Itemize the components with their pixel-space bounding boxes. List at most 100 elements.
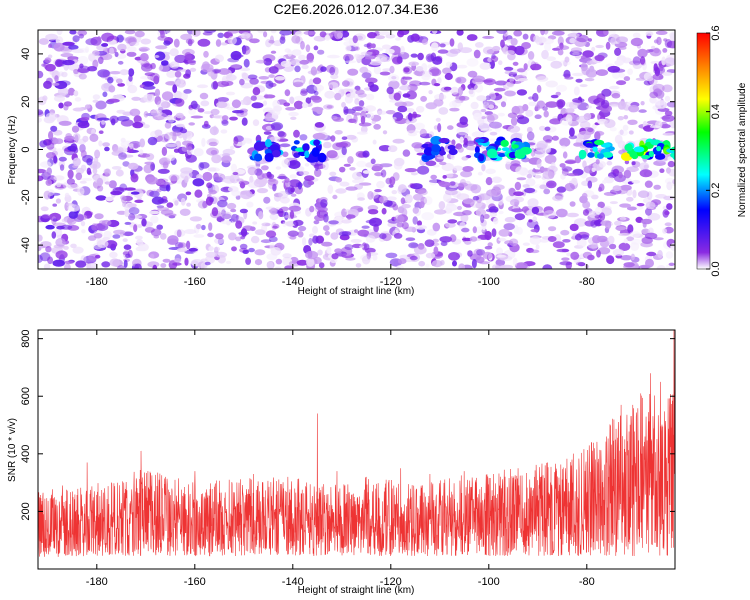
heatmap-cell — [484, 230, 492, 241]
heatmap-cell — [653, 63, 658, 72]
heatmap-cell — [166, 70, 177, 78]
heatmap-cell — [385, 252, 398, 259]
heatmap-cell — [182, 131, 188, 141]
heatmap-cell — [465, 140, 476, 146]
heatmap-cell — [393, 162, 403, 170]
heatmap-cell — [135, 235, 143, 240]
heatmap-cell — [142, 85, 156, 90]
heatmap-cell — [42, 95, 48, 101]
heatmap-cell — [38, 70, 44, 79]
heatmap-cell — [181, 91, 188, 101]
heatmap-cell — [174, 54, 188, 64]
heatmap-cell — [351, 171, 363, 180]
heatmap-cell — [598, 183, 605, 192]
heatmap-cell — [159, 30, 164, 35]
heatmap-cell — [457, 146, 464, 153]
heatmap-cell — [489, 93, 495, 98]
heatmap-cell — [290, 116, 297, 121]
heatmap-signal-cell — [302, 143, 310, 152]
heatmap-cell — [322, 161, 329, 171]
heatmap-cell — [101, 219, 112, 226]
heatmap-cell — [160, 101, 171, 109]
heatmap-cell — [212, 68, 222, 73]
heatmap-cell — [93, 156, 99, 165]
heatmap-cell — [220, 42, 228, 46]
heatmap-cell — [653, 184, 661, 190]
heatmap-cell — [47, 256, 54, 265]
heatmap-cell — [287, 58, 300, 63]
heatmap-cell — [79, 116, 90, 122]
heatmap-cell — [369, 217, 382, 227]
heatmap-cell — [297, 181, 302, 190]
heatmap-cell — [644, 180, 653, 188]
heatmap-cell — [52, 203, 57, 207]
heatmap-cell — [449, 38, 455, 47]
heatmap-cell — [623, 262, 635, 268]
heatmap-cell — [417, 189, 428, 196]
heatmap-cell — [67, 87, 76, 96]
heatmap-cell — [326, 105, 333, 109]
heatmap-cell — [235, 236, 242, 242]
heatmap-cell — [40, 161, 52, 168]
heatmap-cell — [256, 172, 265, 180]
heatmap-cell — [402, 76, 413, 80]
heatmap-cell — [239, 243, 248, 250]
heatmap-signal-cell — [253, 141, 265, 151]
heatmap-cell — [425, 102, 438, 110]
heatmap-cell — [107, 76, 114, 84]
heatmap-cell — [71, 125, 80, 133]
heatmap-cell — [238, 180, 250, 186]
heatmap-cell — [308, 237, 313, 246]
heatmap-cell — [129, 143, 134, 150]
heatmap-cell — [527, 198, 539, 208]
heatmap-cell — [493, 87, 506, 92]
heatmap-cell — [504, 240, 514, 245]
heatmap-cell — [216, 81, 230, 88]
heatmap-cell — [263, 94, 276, 99]
heatmap-cell — [309, 78, 314, 87]
heatmap-cell — [440, 259, 445, 266]
heatmap-cell — [365, 93, 375, 101]
heatmap-cell — [512, 61, 519, 66]
heatmap-cell — [139, 149, 144, 156]
heatmap-signal-cell — [293, 140, 300, 145]
heatmap-cell — [595, 69, 609, 76]
heatmap-cell — [72, 107, 85, 112]
heatmap-cell — [616, 80, 627, 86]
heatmap-cell — [95, 100, 107, 110]
heatmap-cell — [398, 184, 407, 193]
heatmap-cell — [111, 150, 124, 156]
heatmap-cell — [323, 141, 332, 149]
heatmap-cell — [117, 60, 124, 65]
heatmap-signal-cell — [486, 148, 498, 159]
heatmap-cell — [326, 246, 332, 254]
heatmap-cell — [128, 74, 133, 82]
heatmap-cell — [473, 112, 482, 121]
heatmap-cell — [594, 219, 601, 225]
heatmap-cell — [232, 54, 244, 58]
heatmap-cell — [294, 65, 301, 73]
heatmap-cell — [245, 257, 252, 265]
heatmap-signal-cell — [313, 139, 320, 146]
heatmap-cell — [433, 125, 439, 130]
heatmap-cell — [116, 210, 127, 215]
heatmap-cell — [102, 142, 110, 147]
heatmap-cell — [641, 228, 650, 235]
colorbar-tick-label: 0.2 — [710, 183, 722, 198]
heatmap-cell — [272, 183, 277, 192]
heatmap-cell — [410, 53, 418, 58]
heatmap-cell — [314, 214, 326, 222]
heatmap-cell — [41, 213, 50, 219]
heatmap-cell — [84, 46, 90, 53]
heatmap-cell — [607, 65, 621, 73]
heatmap-cell — [445, 61, 453, 68]
heatmap-cell — [245, 139, 253, 144]
heatmap-cell — [201, 224, 206, 231]
heatmap-cell — [211, 81, 219, 90]
heatmap-cell — [143, 93, 155, 103]
heatmap-cell — [80, 177, 93, 181]
heatmap-cell — [605, 220, 612, 230]
heatmap-cell — [499, 255, 513, 262]
heatmap-cell — [204, 261, 211, 266]
heatmap-cell — [438, 181, 451, 188]
